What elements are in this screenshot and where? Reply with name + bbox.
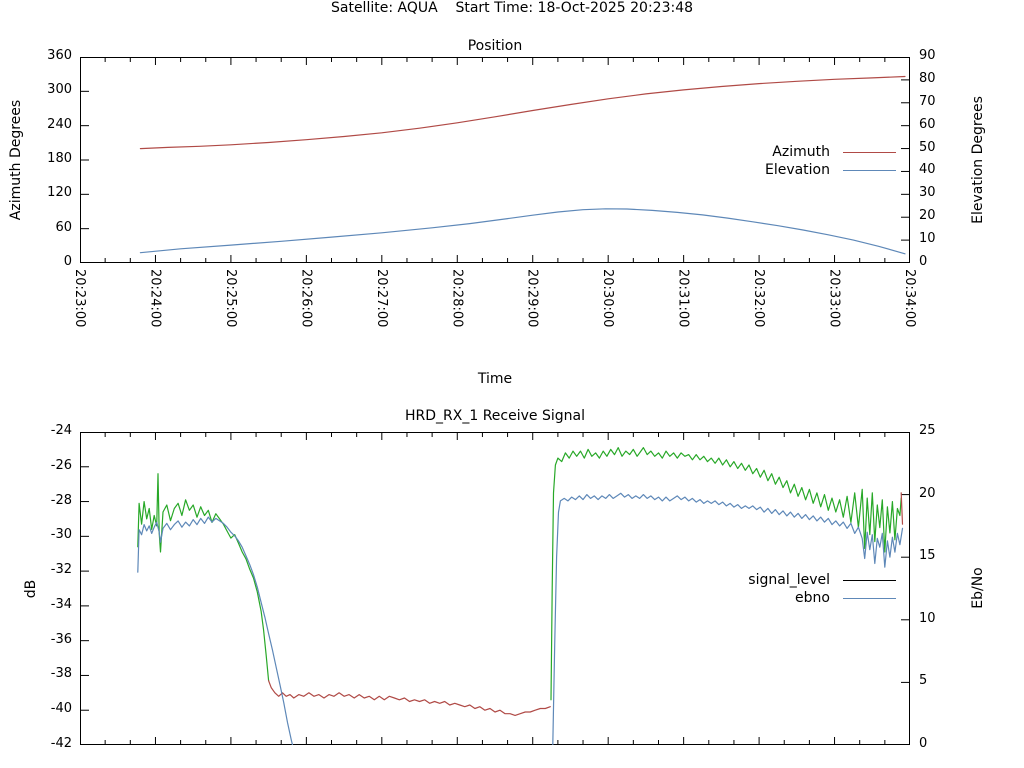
y2-tick-label: 30 [919,185,936,201]
legend-item-signal-level: signal_level [748,571,896,589]
y2-tick-label: 5 [919,673,928,689]
signal_level_end_unlock-line [900,492,904,525]
x-tick-label: 20:23:00 [72,269,87,328]
legend-item-elevation: Elevation [765,161,896,179]
legend-line-elevation [843,169,896,171]
y-tick-label: -34 [50,596,72,612]
legend-label-ebno: ebno [795,590,830,606]
y2-tick-label: 20 [919,485,936,501]
y-tick-label: -42 [50,736,72,751]
legend-line-azimuth [843,151,896,153]
y-tick-label: 60 [55,219,72,235]
legend-label-elevation: Elevation [764,162,830,178]
ebno-axis-label: Eb/No [970,567,986,609]
x-tick-label: 20:29:00 [524,269,540,328]
signal_level_unlocked-line [268,680,551,716]
position-legend: Azimuth Elevation [765,143,896,179]
y2-tick-label: 10 [919,231,936,247]
ebno_acquire-line [137,516,294,745]
y-tick-label: -32 [50,562,72,578]
signal_level_locked-line [550,447,902,701]
position-chart-title: Position [467,38,523,54]
y-tick-label: -26 [50,457,72,473]
Azimuth-line [139,75,906,150]
Elevation-line [139,208,906,255]
position-plot-svg [80,57,910,263]
signal_level_acquire-line [137,473,270,682]
y-tick-label: -28 [50,492,72,508]
y-tick-label: 180 [47,151,72,166]
db-axis-label: dB [23,579,39,599]
x-tick-label: 20:24:00 [147,269,163,328]
y-tick-label: -40 [50,701,72,717]
y2-tick-label: 0 [919,254,928,269]
legend-line-signal-level [843,579,896,581]
y2-tick-label: 0 [919,736,928,751]
page-title: Satellite: AQUA Start Time: 18-Oct-2025 … [330,0,694,16]
y-tick-label: -30 [50,527,72,543]
y2-tick-label: 20 [919,208,936,224]
legend-item-azimuth: Azimuth [765,143,896,161]
ebno_locked-line [552,492,904,745]
receive-signal-legend: signal_level ebno [748,571,896,607]
y-tick-label: 120 [47,185,72,201]
y2-tick-label: 60 [919,116,936,132]
y2-tick-label: 15 [919,548,936,564]
plot-border [80,57,910,263]
legend-label-azimuth: Azimuth [772,144,830,160]
legend-item-ebno: ebno [748,589,896,607]
y2-tick-label: 80 [919,70,936,86]
time-axis-label: Time [477,371,513,387]
y-tick-label: -38 [50,666,72,682]
y2-tick-label: 40 [919,162,936,178]
y-tick-label: -36 [50,631,72,647]
y-tick-label: 0 [63,254,72,269]
receive-signal-chart-title: HRD_RX_1 Receive Signal [405,408,585,424]
x-tick-label: 20:30:00 [600,269,616,328]
legend-label-signal-level: signal_level [748,572,830,588]
y2-tick-label: 50 [919,139,936,155]
x-tick-label: 20:25:00 [222,269,238,328]
y2-tick-label: 25 [919,423,936,438]
azimuth-axis-label: Azimuth Degrees [8,99,24,221]
y2-tick-label: 10 [919,610,936,626]
x-tick-label: 20:27:00 [373,269,389,328]
y2-tick-label: 90 [919,48,936,63]
x-tick-label: 20:31:00 [675,269,691,328]
elevation-axis-label: Elevation Degrees [970,96,986,224]
legend-line-ebno [843,597,896,599]
x-tick-label: 20:26:00 [298,269,314,328]
x-tick-label: 20:28:00 [449,269,465,328]
y-tick-label: -24 [50,423,72,438]
x-tick-label: 20:33:00 [826,269,842,328]
x-tick-label: 20:34:00 [902,269,917,328]
y-tick-label: 360 [47,48,72,63]
plot-border [80,432,910,745]
y-tick-label: 300 [47,82,72,98]
receive-signal-plot-svg [80,432,910,745]
y-tick-label: 240 [47,116,72,132]
x-tick-label: 20:32:00 [751,269,767,328]
y2-tick-label: 70 [919,93,936,109]
